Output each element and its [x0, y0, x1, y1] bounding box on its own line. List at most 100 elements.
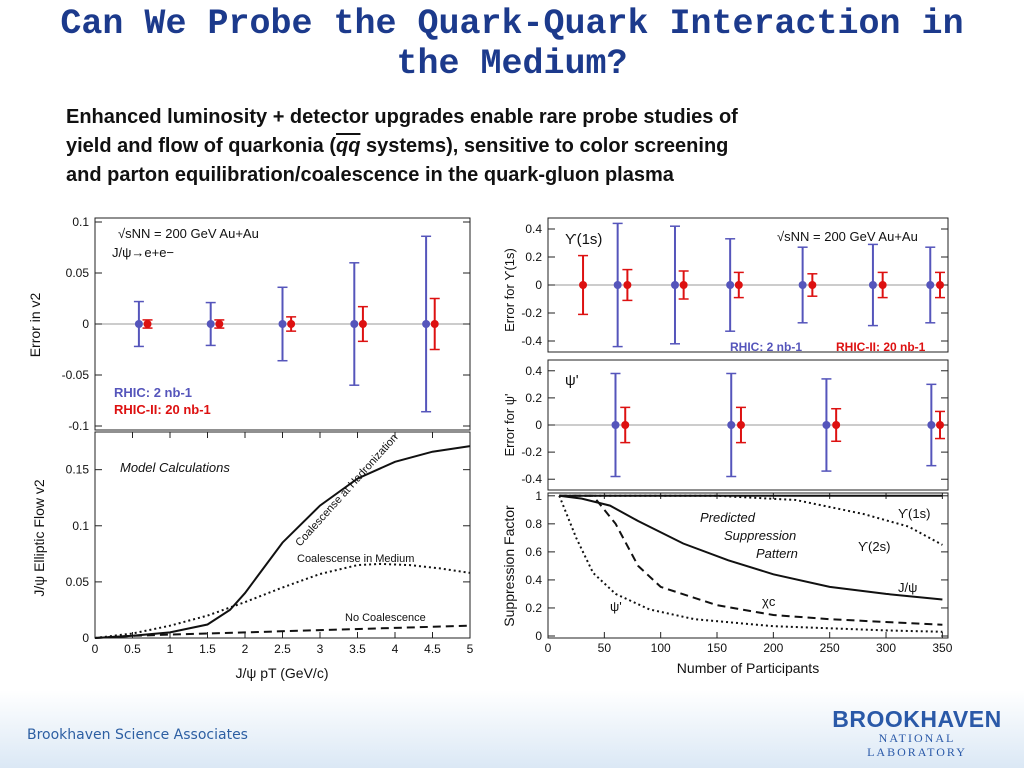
flow-curve-1 — [94, 562, 471, 639]
sup-ytick-label: 0.4 — [525, 573, 542, 587]
sup-xtick-label: 300 — [876, 641, 896, 655]
v2-ylabel: Error in v2 — [27, 293, 43, 358]
sup-series-label: J/ψ — [898, 580, 917, 595]
flow-ytick-label: 0.05 — [66, 575, 90, 589]
ups-ylabel: Error for ϒ(1s) — [502, 248, 517, 332]
flow-xlabel: J/ψ pT (GeV/c) — [236, 665, 329, 681]
ups-point — [726, 281, 735, 289]
ups-point — [679, 281, 688, 289]
flow-ytick-label: 0.1 — [72, 519, 89, 533]
sup-series-label: ϒ(2s) — [858, 539, 890, 554]
flow-xtick-label: 3.5 — [349, 642, 366, 656]
sup-ytick-label: 0.2 — [525, 601, 542, 615]
ups-legend-rhic: RHIC: 2 nb-1 — [730, 340, 802, 354]
v2-ytick-label: 0.05 — [66, 266, 90, 280]
v2-point — [350, 320, 359, 328]
psi-ylabel: Error for ψ' — [502, 393, 517, 456]
v2-point — [287, 320, 296, 328]
sup-series-label: ψ' — [610, 599, 622, 614]
sup-title-line3: Pattern — [756, 546, 798, 561]
sup-xtick-label: 350 — [932, 641, 952, 655]
body-text: Enhanced luminosity + detector upgrades … — [66, 103, 946, 190]
v2-ytick-label: -0.1 — [68, 419, 89, 433]
logo-line-1: BROOKHAVEN — [832, 706, 1002, 732]
flow-label-hadronization: Coalescense at Hadronization — [293, 432, 400, 549]
psi-point — [621, 421, 630, 429]
sup-xtick-label: 200 — [763, 641, 783, 655]
psi-point — [727, 421, 736, 429]
body-line-3: and parton equilibration/coalescence in … — [66, 164, 674, 186]
sup-series-label: ϒ(1s) — [898, 506, 930, 521]
body-line-2b: systems), sensitive to color screening — [360, 135, 729, 157]
footer-text: Brookhaven Science Associates — [27, 727, 248, 743]
sup-curve-1 — [559, 494, 943, 546]
flow-xtick-label: 0 — [92, 642, 99, 656]
sup-title-line1: Predicted — [700, 510, 756, 525]
sup-curve-2 — [559, 494, 943, 601]
ups-label: ϒ(1s) — [565, 231, 602, 248]
ups-point — [670, 281, 679, 289]
sup-series-label: χc — [762, 594, 776, 609]
sup-xtick-label: 250 — [820, 641, 840, 655]
brookhaven-logo: BROOKHAVEN NATIONAL LABORATORY — [832, 707, 1002, 759]
ups-legend-energy: √sNN = 200 GeV Au+Au — [777, 229, 918, 244]
flow-ylabel: J/ψ Elliptic Flow v2 — [31, 479, 47, 597]
ups-point — [808, 281, 817, 289]
ups-point — [798, 281, 807, 289]
psi-ytick-label: -0.2 — [521, 445, 542, 459]
body-line-2a: yield and flow of quarkonia ( — [66, 135, 337, 157]
sup-xlabel: Number of Participants — [677, 660, 819, 676]
ups-point — [868, 281, 877, 289]
psi-ytick-label: 0.2 — [525, 391, 542, 405]
ups-point — [878, 281, 887, 289]
sup-xtick-label: 100 — [651, 641, 671, 655]
psi-point — [936, 421, 944, 429]
psi-point — [822, 421, 831, 429]
ups-ytick-label: 0.4 — [525, 222, 542, 236]
flow-xtick-label: 0.5 — [124, 642, 141, 656]
ups-point — [579, 281, 588, 289]
flow-curve-2 — [94, 624, 471, 639]
body-line-2: yield and flow of quarkonia (qq systems)… — [66, 132, 946, 161]
flow-xtick-label: 5 — [467, 642, 474, 656]
psi-point — [832, 421, 841, 429]
panel-frame-sup — [547, 492, 949, 639]
ups-ytick-label: 0 — [535, 278, 542, 292]
flow-xtick-label: 3 — [317, 642, 324, 656]
ups-point — [926, 281, 935, 289]
sup-ytick-label: 0.6 — [525, 545, 542, 559]
ups-ytick-label: 0.2 — [525, 250, 542, 264]
psi-ytick-label: -0.4 — [521, 472, 542, 486]
ups-legend-rhic2: RHIC-II: 20 nb-1 — [836, 340, 926, 354]
v2-point — [134, 320, 143, 328]
v2-ytick-label: -0.05 — [62, 368, 90, 382]
sup-ylabel: Suppression Factor — [501, 505, 517, 627]
v2-point — [430, 320, 439, 328]
v2-point — [206, 320, 215, 328]
psi-point — [736, 421, 745, 429]
flow-ytick-label: 0 — [82, 631, 89, 645]
v2-legend-channel: J/ψ→e+e− — [112, 245, 174, 260]
ups-point — [734, 281, 743, 289]
v2-point — [143, 320, 152, 328]
psi-point — [611, 421, 620, 429]
flow-xtick-label: 4.5 — [424, 642, 441, 656]
v2-legend-rhic: RHIC: 2 nb-1 — [114, 385, 192, 400]
sup-xtick-label: 150 — [707, 641, 727, 655]
sup-ytick-label: 0.8 — [525, 517, 542, 531]
sup-ytick-label: 1 — [535, 489, 542, 503]
flow-xtick-label: 2 — [242, 642, 249, 656]
v2-point — [422, 320, 431, 328]
flow-title: Model Calculations — [120, 460, 230, 475]
ups-point — [623, 281, 632, 289]
v2-legend-rhic2: RHIC-II: 20 nb-1 — [114, 402, 211, 417]
sup-xtick-label: 0 — [545, 641, 552, 655]
v2-point — [278, 320, 287, 328]
psi-ytick-label: 0 — [535, 418, 542, 432]
title-line-1: Can We Probe the Quark-Quark Interaction… — [60, 4, 964, 44]
flow-xtick-label: 4 — [392, 642, 399, 656]
title-line-2: the Medium? — [396, 44, 628, 84]
ups-ytick-label: -0.2 — [521, 306, 542, 320]
